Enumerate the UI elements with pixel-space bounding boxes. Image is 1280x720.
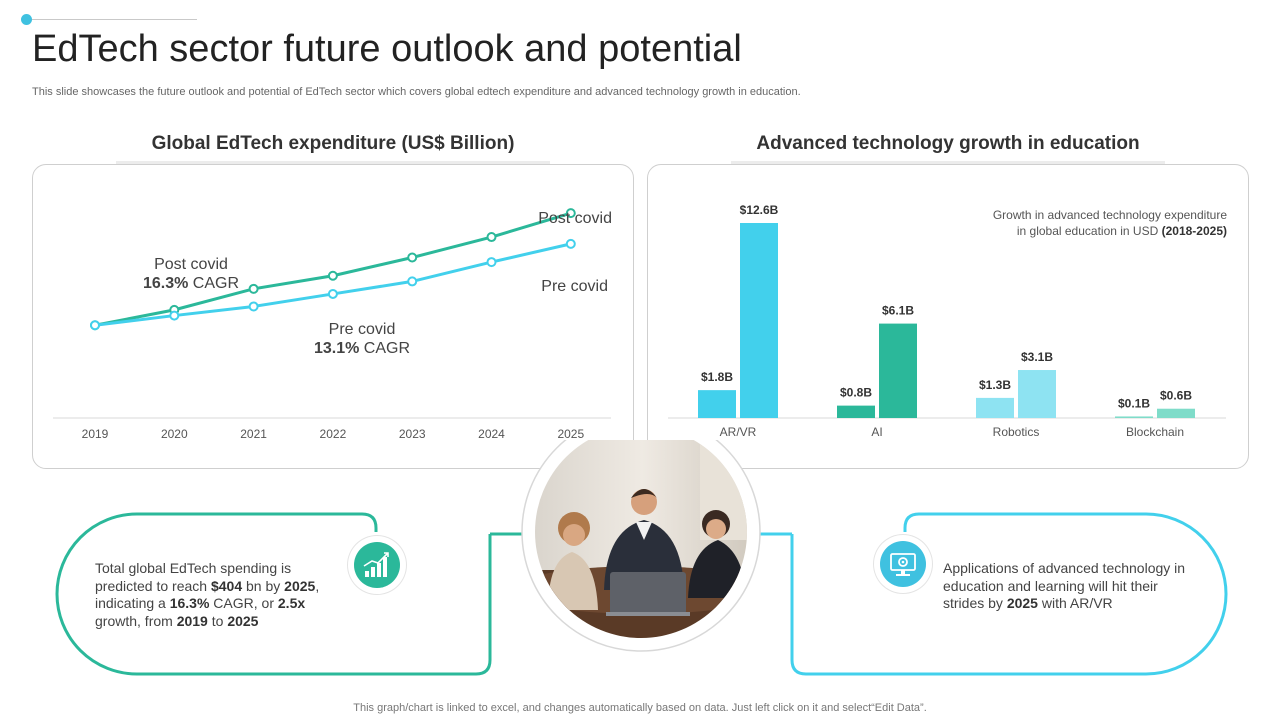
bar-ai-1 <box>837 405 875 418</box>
chart-note-line2: in global education in USD (2018-2025) <box>1016 224 1227 238</box>
bar-ai-2 <box>879 323 917 418</box>
pre-covid-cagr-suffix: CAGR <box>359 340 410 357</box>
right-card-text: Applications of advanced technology in e… <box>943 560 1186 611</box>
left-heading-rule <box>116 161 550 165</box>
x-tick-label: 2022 <box>320 427 347 441</box>
chart-note-range: (2018-2025) <box>1161 224 1227 238</box>
left-panel-heading: Global EdTech expenditure (US$ Billion) <box>151 133 515 154</box>
x-tick-label: 2024 <box>478 427 505 441</box>
left-card-text: Total global EdTech spending is predicte… <box>95 560 320 629</box>
bar-value-label: $0.6B <box>1160 389 1192 403</box>
page-title: EdTech sector future outlook and potenti… <box>32 28 742 70</box>
accent-line <box>32 19 197 20</box>
x-tick-label: 2020 <box>161 427 188 441</box>
data-point <box>486 232 497 243</box>
bar-value-label: $1.3B <box>979 378 1011 392</box>
bar-blockchain-2 <box>1157 408 1195 418</box>
technology-chart-panel[interactable]: $1.8B $12.6B AR/VR $0.8B $6.1B AI $1.3B $3.1B Ro… <box>647 164 1249 469</box>
data-point <box>327 288 338 299</box>
right-card-outline <box>790 512 1228 676</box>
bar-value-label: $1.8B <box>701 370 733 384</box>
data-point <box>327 270 338 281</box>
x-tick-label: 2019 <box>82 427 109 441</box>
pre-covid-label: Pre covid <box>329 321 396 338</box>
pre-covid-cagr-value: 13.1% <box>314 340 359 357</box>
line-chart[interactable]: 2019 2020 2021 2022 2023 2024 2025 Post covid Pr… <box>33 165 633 468</box>
chart-note-line1: Growth in advanced technology expenditur… <box>992 208 1227 222</box>
page-subtitle: This slide showcases the future outlook … <box>32 86 801 98</box>
category-label: Blockchain <box>1126 425 1184 439</box>
left-card-outline <box>55 512 492 676</box>
series-end-label-pre-covid: Pre covid <box>541 278 608 295</box>
accent-dot <box>21 14 32 25</box>
bar-robotics-2 <box>1018 370 1056 418</box>
bar-chart-growth-icon <box>354 542 400 588</box>
data-point <box>90 320 100 331</box>
post-covid-label: Post covid <box>154 256 228 273</box>
post-covid-cagr: 16.3% CAGR <box>143 275 239 292</box>
right-panel-heading: Advanced technology growth in education <box>756 133 1140 154</box>
bar-value-label: $6.1B <box>882 304 914 318</box>
bar-value-label: $0.1B <box>1118 396 1150 410</box>
x-tick-label: 2021 <box>240 427 267 441</box>
bar-blockchain-1 <box>1115 416 1153 418</box>
x-tick-label: 2025 <box>557 427 584 441</box>
footer-note: This graph/chart is linked to excel, and… <box>353 702 927 714</box>
right-heading-rule <box>731 161 1165 165</box>
card-outlines <box>55 440 1228 676</box>
x-tick-label: 2023 <box>399 427 426 441</box>
bar-chart[interactable]: $1.8B $12.6B AR/VR $0.8B $6.1B AI $1.3B $3.1B Ro… <box>648 165 1248 468</box>
data-point <box>407 276 418 287</box>
bar-robotics-1 <box>976 397 1014 418</box>
post-covid-cagr-suffix: CAGR <box>188 275 239 292</box>
data-point <box>407 252 418 263</box>
data-point <box>248 283 259 294</box>
category-label: AI <box>871 425 882 439</box>
post-covid-cagr-value: 16.3% <box>143 275 188 292</box>
bar-arvr-2 <box>740 223 778 418</box>
bar-arvr-1 <box>698 390 736 418</box>
category-label: AR/VR <box>720 425 757 439</box>
bar-value-label: $0.8B <box>840 386 872 400</box>
chart-note: Growth in advanced technology expenditur… <box>993 207 1227 239</box>
expenditure-chart-panel[interactable]: 2019 2020 2021 2022 2023 2024 2025 Post covid Pr… <box>32 164 634 469</box>
series-end-label-post-covid: Post covid <box>538 210 612 227</box>
data-point <box>248 301 259 312</box>
data-point <box>565 208 576 219</box>
bar-value-label: $12.6B <box>740 203 779 217</box>
data-point <box>486 257 497 268</box>
monitor-gear-icon <box>880 541 926 587</box>
pre-covid-cagr: 13.1% CAGR <box>314 340 410 357</box>
data-point <box>565 238 576 249</box>
category-label: Robotics <box>993 425 1040 439</box>
data-point <box>169 310 180 321</box>
bar-value-label: $3.1B <box>1021 350 1053 364</box>
